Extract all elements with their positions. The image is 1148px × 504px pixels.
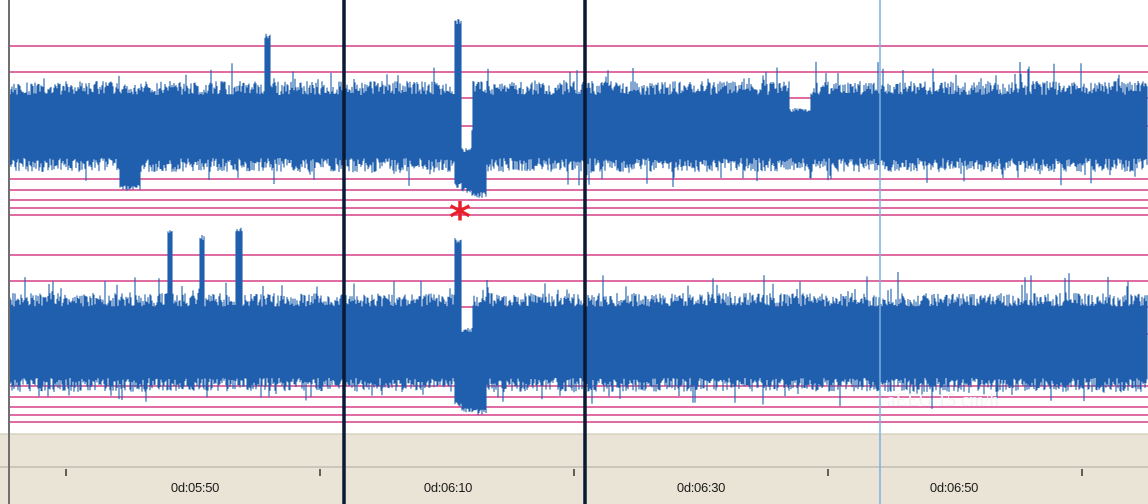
- channel-2-panel[interactable]: [9, 227, 1148, 423]
- time-label-0650: 0d:06:50: [930, 480, 978, 495]
- time-label-0550: 0d:05:50: [171, 480, 219, 495]
- time-label-0630: 0d:06:30: [677, 480, 725, 495]
- channel-1-panel[interactable]: [9, 19, 1148, 216]
- time-axis-strip: 0d:05:50 0d:06:10 0d:06:30 0d:06:50: [0, 433, 1148, 504]
- time-label-0610: 0d:06:10: [424, 480, 472, 495]
- aeeg-speed-annotation: aEEG 15 cm/h: [887, 390, 999, 411]
- time-axis-ticks: [65, 469, 1083, 476]
- event-marker-asterisk: *: [449, 193, 471, 242]
